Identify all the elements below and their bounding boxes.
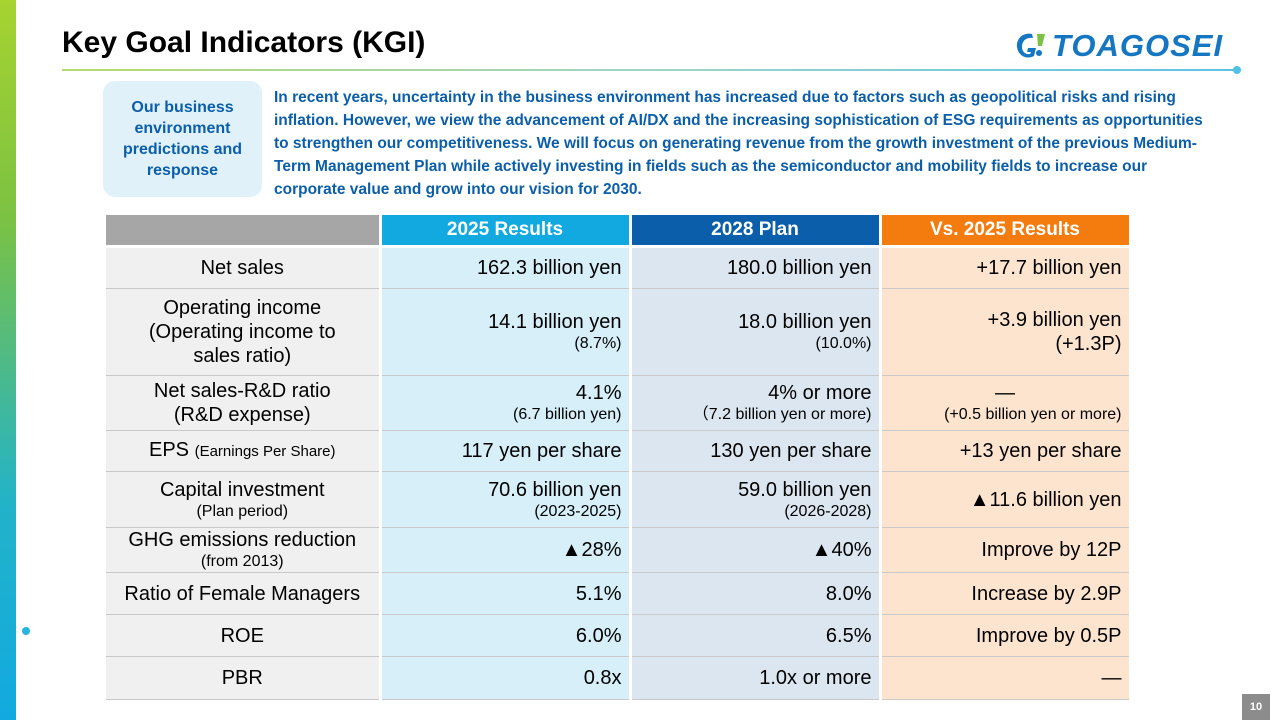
cell-2025: 6.0% [380, 614, 632, 657]
cell-vs: Improve by 12P [880, 527, 1132, 573]
row-label: EPS (Earnings Per Share) [106, 430, 382, 472]
cell-main: +3.9 billion yen [987, 309, 1122, 331]
cell-vs: +13 yen per share [880, 430, 1132, 472]
cell-2025: ▲28% [380, 527, 632, 573]
header-2028-plan: 2028 Plan [630, 215, 882, 248]
cell-2025: 0.8x [380, 656, 632, 700]
page-title: Key Goal Indicators (KGI) [62, 26, 426, 59]
row-label: Ratio of Female Managers [106, 572, 382, 615]
title-divider [62, 69, 1236, 71]
header-vs-2025: Vs. 2025 Results [880, 215, 1132, 248]
label-sub: (Plan period) [196, 502, 289, 520]
cell-vs: Increase by 2.9P [880, 572, 1132, 615]
business-environment-label: Our business environment predictions and… [103, 81, 262, 197]
toagosei-logo-mark-icon [1016, 33, 1045, 58]
row-label: Operating income (Operating income to sa… [106, 288, 382, 376]
row-label: Net sales-R&D ratio (R&D expense) [106, 375, 382, 431]
table-row: PBR 0.8x 1.0x or more — [106, 656, 1132, 700]
cell-sub: (10.0%) [815, 335, 872, 352]
cell-2028: 130 yen per share [630, 430, 882, 472]
cell-main: 4.1% [575, 382, 622, 404]
side-accent-dot [22, 627, 30, 635]
cell-2028: 4% or more （7.2 billion yen or more) [630, 375, 882, 431]
cell-sub: (2023-2025) [534, 502, 622, 520]
cell-sub: (2026-2028) [784, 502, 872, 520]
cell-main: 14.1 billion yen [488, 311, 622, 333]
table-row: Net sales-R&D ratio (R&D expense) 4.1% (… [106, 375, 1132, 431]
table-row: Net sales 162.3 billion yen 180.0 billio… [106, 246, 1132, 289]
cell-2028: 180.0 billion yen [630, 246, 882, 289]
row-label: Net sales [106, 246, 382, 289]
cell-vs: — [880, 656, 1132, 700]
divider-end-dot [1233, 66, 1241, 74]
cell-main: 70.6 billion yen [488, 478, 622, 501]
cell-vs: Improve by 0.5P [880, 614, 1132, 657]
cell-2028: 59.0 billion yen (2026-2028) [630, 471, 882, 528]
cell-vs: +3.9 billion yen (+1.3P) [880, 288, 1132, 376]
cell-2028: 6.5% [630, 614, 882, 657]
label-sub: (Earnings Per Share) [194, 443, 336, 460]
cell-vs: — (+0.5 billion yen or more) [880, 375, 1132, 431]
cell-2025: 162.3 billion yen [380, 246, 632, 289]
label-line: Net sales-R&D ratio [153, 380, 331, 402]
label-main: EPS [149, 439, 190, 461]
cell-sub: (8.7%) [574, 335, 622, 352]
cell-2025: 4.1% (6.7 billion yen) [380, 375, 632, 431]
page-number: 10 [1242, 694, 1270, 720]
cell-2028: 18.0 billion yen (10.0%) [630, 288, 882, 376]
side-accent-bar [0, 0, 16, 720]
cell-2028: 1.0x or more [630, 656, 882, 700]
cell-2025: 70.6 billion yen (2023-2025) [380, 471, 632, 528]
cell-2028: ▲40% [630, 527, 882, 573]
label-line: (R&D expense) [173, 404, 311, 426]
table-header-row: 2025 Results 2028 Plan Vs. 2025 Results [106, 215, 1132, 248]
row-label: PBR [106, 656, 382, 700]
business-environment-label-text: Our business environment predictions and… [122, 99, 243, 179]
cell-main: — [995, 382, 1015, 404]
cell-main: 59.0 billion yen [738, 478, 872, 501]
cell-2028: 8.0% [630, 572, 882, 615]
cell-sub: (+1.3P) [1055, 333, 1122, 355]
table-row: GHG emissions reduction (from 2013) ▲28%… [106, 527, 1132, 573]
cell-2025: 14.1 billion yen (8.7%) [380, 288, 632, 376]
table-row: EPS (Earnings Per Share) 117 yen per sha… [106, 430, 1132, 472]
cell-2025: 117 yen per share [380, 430, 632, 472]
label-line: (Operating income to [148, 321, 336, 343]
kgi-table: 2025 Results 2028 Plan Vs. 2025 Results … [106, 215, 1132, 700]
table-row: Ratio of Female Managers 5.1% 8.0% Incre… [106, 572, 1132, 615]
intro-paragraph: In recent years, uncertainty in the busi… [274, 89, 1203, 198]
cell-vs: ▲11.6 billion yen [880, 471, 1132, 528]
row-label: Capital investment (Plan period) [106, 471, 382, 528]
label-main: GHG emissions reduction [128, 529, 357, 551]
header-2025-results: 2025 Results [380, 215, 632, 248]
label-sub: (from 2013) [200, 553, 284, 570]
cell-sub: （7.2 billion yen or more) [692, 406, 872, 423]
label-line: sales ratio) [193, 345, 292, 367]
cell-vs: +17.7 billion yen [880, 246, 1132, 289]
row-label: ROE [106, 614, 382, 657]
table-row: ROE 6.0% 6.5% Improve by 0.5P [106, 614, 1132, 657]
cell-sub: (6.7 billion yen) [513, 406, 622, 423]
cell-2025: 5.1% [380, 572, 632, 615]
label-line: Operating income [163, 297, 322, 319]
table-row: Capital investment (Plan period) 70.6 bi… [106, 471, 1132, 528]
row-label: GHG emissions reduction (from 2013) [106, 527, 382, 573]
logo-wordmark: TOAGOSEI [1052, 28, 1224, 63]
company-logo: TOAGOSEI [1012, 27, 1242, 65]
table-row: Operating income (Operating income to sa… [106, 288, 1132, 376]
cell-sub: (+0.5 billion yen or more) [944, 406, 1122, 423]
header-label-cell [106, 215, 382, 248]
cell-main: 4% or more [768, 382, 872, 404]
label-main: Capital investment [159, 478, 325, 501]
cell-main: 18.0 billion yen [738, 311, 872, 333]
